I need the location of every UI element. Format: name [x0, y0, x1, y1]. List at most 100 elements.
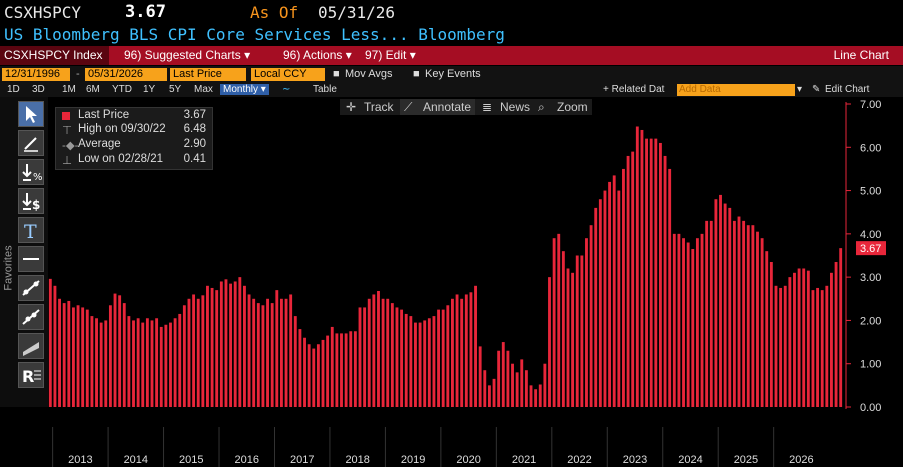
- bar: [487, 385, 491, 407]
- x-tick-label: 2017: [290, 454, 314, 466]
- bar: [811, 290, 815, 407]
- tab-ytd[interactable]: YTD: [112, 84, 132, 95]
- bar: [53, 285, 57, 407]
- news-icon[interactable]: ≣: [482, 100, 493, 114]
- bar: [839, 248, 843, 407]
- table-button[interactable]: Table: [313, 84, 337, 95]
- pencil-icon[interactable]: ✎: [812, 84, 821, 95]
- bar: [275, 290, 279, 407]
- pen-icon[interactable]: [18, 130, 44, 156]
- as-of-date[interactable]: 05/31/26: [318, 3, 396, 22]
- control-bar: 12/31/1996 - 05/31/2026 Last Price Local…: [0, 66, 903, 83]
- bar: [705, 220, 709, 407]
- channel-icon[interactable]: [18, 333, 44, 359]
- bar: [635, 126, 639, 407]
- tab-6m[interactable]: 6M: [86, 84, 100, 95]
- start-date-field[interactable]: 12/31/1996: [2, 68, 70, 81]
- crosshair-icon[interactable]: ✛: [346, 100, 357, 114]
- tab-max[interactable]: Max: [194, 84, 213, 95]
- trend-line-icon[interactable]: [18, 275, 44, 301]
- annotate-icon[interactable]: ⟋: [404, 100, 413, 114]
- bar: [585, 238, 588, 407]
- fibonacci-icon[interactable]: R: [18, 362, 44, 388]
- bar: [446, 305, 450, 407]
- bar: [714, 199, 718, 407]
- svg-text:$: $: [32, 198, 40, 212]
- tab-3d[interactable]: 3D: [32, 84, 45, 95]
- bar: [159, 326, 163, 407]
- last-value-marker: [856, 241, 886, 256]
- x-tick-label: 2018: [345, 454, 369, 466]
- bar: [816, 287, 820, 407]
- cursor-icon[interactable]: [18, 101, 44, 127]
- bar: [538, 384, 542, 407]
- bar: [344, 333, 348, 407]
- as-of-label: As Of: [250, 3, 299, 22]
- bar: [806, 270, 810, 407]
- horizontal-line-icon[interactable]: [18, 246, 44, 272]
- bar: [622, 168, 625, 407]
- tab-1m[interactable]: 1M: [62, 84, 76, 95]
- security-description: US Bloomberg BLS CPI Core Services Less.…: [4, 25, 505, 44]
- checkbox-icon[interactable]: ■: [413, 68, 420, 80]
- line-chart-icon[interactable]: ∼: [282, 84, 291, 95]
- period-select[interactable]: Monthly ▾: [220, 84, 269, 95]
- tab-1d[interactable]: 1D: [7, 84, 20, 95]
- bar: [395, 307, 399, 407]
- text-tool-icon[interactable]: T: [18, 217, 44, 243]
- key-events-label[interactable]: Key Events: [425, 68, 481, 80]
- actions-menu[interactable]: 96) Actions ▾: [283, 48, 352, 62]
- track-button[interactable]: Track: [364, 100, 394, 114]
- add-data-input[interactable]: Add Data: [677, 84, 795, 96]
- legend-low-label: Low on 02/28/21: [78, 153, 164, 165]
- bar: [691, 249, 695, 407]
- bar: [256, 303, 260, 407]
- annotate-button[interactable]: Annotate: [423, 100, 472, 114]
- mov-avgs-label[interactable]: Mov Avgs: [345, 68, 393, 80]
- tab-5y[interactable]: 5Y: [169, 84, 182, 95]
- end-date-field[interactable]: 05/31/2026: [85, 68, 167, 81]
- ray-line-icon[interactable]: [18, 304, 44, 330]
- bar: [404, 313, 408, 407]
- drawing-toolbar: % $ T R Favorites: [0, 97, 48, 407]
- bar: [695, 238, 699, 407]
- x-tick-label: 2013: [68, 454, 92, 466]
- chevron-down-icon[interactable]: ▾: [797, 84, 803, 95]
- price-field-select[interactable]: Last Price: [170, 68, 246, 81]
- ticker-symbol: CSXHSPCY: [4, 3, 82, 22]
- magnifier-icon[interactable]: ⌕: [538, 100, 545, 114]
- bar: [76, 305, 80, 407]
- bar: [303, 337, 306, 407]
- checkbox-icon[interactable]: ■: [333, 68, 340, 80]
- bar: [136, 318, 140, 407]
- legend-last-price-value: 3.67: [183, 109, 206, 121]
- bar: [187, 298, 191, 407]
- bar: [511, 363, 514, 407]
- dollar-change-icon[interactable]: $: [18, 188, 44, 214]
- bar: [409, 316, 413, 407]
- bar: [751, 225, 755, 407]
- bar: [386, 298, 390, 407]
- svg-text:%: %: [33, 172, 43, 183]
- bar: [543, 363, 547, 407]
- x-tick-label: 2014: [124, 454, 148, 466]
- legend-average-label: Average: [78, 138, 121, 150]
- percent-change-icon[interactable]: %: [18, 159, 44, 185]
- bar: [834, 261, 838, 407]
- edit-menu[interactable]: 97) Edit ▾: [365, 48, 416, 62]
- bar: [229, 283, 233, 407]
- tab-1y[interactable]: 1Y: [143, 84, 156, 95]
- suggested-charts-menu[interactable]: 96) Suggested Charts ▾: [124, 48, 251, 62]
- zoom-button[interactable]: Zoom: [557, 100, 588, 114]
- x-tick-label: 2021: [512, 454, 536, 466]
- bar: [390, 303, 394, 407]
- edit-chart-button[interactable]: Edit Chart: [825, 84, 870, 95]
- index-label[interactable]: CSXHSPCY Index: [0, 46, 109, 65]
- currency-select[interactable]: Local CCY: [251, 68, 325, 81]
- related-data-button[interactable]: + Related Dat: [603, 84, 665, 95]
- bar: [182, 305, 186, 407]
- bar: [783, 285, 787, 407]
- y-tick-label: 6.00: [860, 142, 881, 154]
- news-button[interactable]: News: [500, 100, 531, 114]
- bar: [719, 194, 722, 407]
